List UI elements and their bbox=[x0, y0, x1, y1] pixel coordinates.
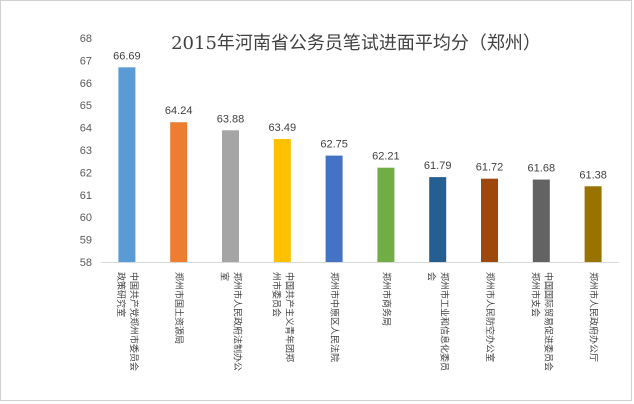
category-label: 郑州市支会 bbox=[529, 272, 541, 317]
category-label: 郑州市工业和信息化委员 bbox=[439, 272, 451, 371]
bar bbox=[429, 177, 447, 262]
bar bbox=[222, 130, 239, 262]
data-label: 61.79 bbox=[424, 160, 452, 172]
y-tick-label: 61 bbox=[80, 190, 92, 202]
category-label: 州市委员会 bbox=[270, 272, 282, 317]
data-label: 62.75 bbox=[320, 139, 348, 151]
category-label: 中国共产主义青年团郑 bbox=[283, 272, 295, 362]
data-label: 62.21 bbox=[372, 151, 400, 163]
data-label: 61.38 bbox=[579, 169, 607, 181]
data-label: 63.88 bbox=[217, 113, 245, 125]
chart-title: 2015年河南省公务员笔试进面平均分（郑州） bbox=[171, 33, 541, 54]
bar bbox=[377, 167, 395, 262]
bar bbox=[481, 178, 498, 262]
category-label: 会 bbox=[426, 272, 438, 281]
data-label: 64.24 bbox=[165, 105, 193, 117]
y-tick-label: 63 bbox=[80, 145, 92, 157]
bar-series bbox=[118, 67, 602, 263]
category-label: 政策研究室 bbox=[115, 272, 127, 317]
category-label: 室 bbox=[219, 272, 231, 281]
category-label: 中国共产党郑州市委员会 bbox=[128, 272, 140, 371]
data-label: 61.68 bbox=[528, 163, 556, 175]
category-label: 郑州市国土资源局 bbox=[173, 272, 185, 344]
bar bbox=[325, 155, 343, 262]
data-label: 63.49 bbox=[269, 122, 297, 134]
category-label: 郑州市商务局 bbox=[380, 272, 392, 326]
y-tick-label: 59 bbox=[80, 235, 92, 247]
category-label: 中国国际贸易促进委员会 bbox=[542, 272, 554, 371]
category-label: 郑州市中原区人民法院 bbox=[329, 272, 341, 362]
bar bbox=[532, 179, 550, 262]
y-tick-label: 64 bbox=[80, 123, 92, 135]
data-label: 61.72 bbox=[476, 162, 504, 174]
chart-axes: 58 59 60 61 62 63 64 65 66 67 68 bbox=[80, 33, 619, 269]
y-tick-label: 66 bbox=[80, 78, 92, 90]
data-label: 66.69 bbox=[113, 50, 141, 62]
y-tick-label: 60 bbox=[80, 212, 92, 224]
data-labels: 66.69 64.24 63.88 63.49 62.75 62.21 61.79 61.72… bbox=[113, 50, 607, 181]
bar bbox=[273, 139, 291, 262]
y-tick-label: 62 bbox=[80, 167, 92, 179]
y-tick-label: 68 bbox=[80, 33, 92, 45]
bar bbox=[118, 67, 136, 263]
category-label: 郑州市人民政府法制办公 bbox=[232, 272, 244, 371]
bar bbox=[584, 186, 602, 262]
y-tick-label: 58 bbox=[80, 257, 92, 269]
category-label: 郑州市人民防空办公室 bbox=[484, 272, 496, 362]
category-label: 郑州市人民政府办公厅 bbox=[588, 272, 600, 362]
bar bbox=[170, 122, 188, 262]
y-tick-label: 67 bbox=[80, 55, 92, 67]
y-tick-label: 65 bbox=[80, 100, 92, 112]
